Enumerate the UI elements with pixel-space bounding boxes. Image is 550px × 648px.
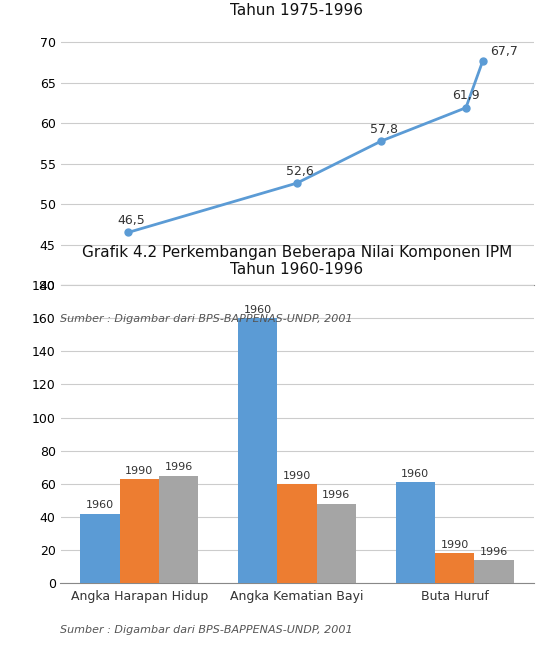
Text: 1960: 1960 [401,469,430,479]
Bar [435,553,474,583]
Bar [317,503,356,583]
Bar [238,318,277,583]
Title: Grafik 4.1 Perkembangan Nilai IPM Indonesia
Tahun 1975-1996: Grafik 4.1 Perkembangan Nilai IPM Indone… [125,0,469,17]
Bar [119,479,159,583]
Bar [395,482,435,583]
Text: 52,6: 52,6 [286,165,313,178]
Bar [474,560,514,583]
Text: 1990: 1990 [125,465,153,476]
Text: 1960: 1960 [86,500,114,511]
Text: 57,8: 57,8 [370,122,398,135]
Text: Sumber : Digambar dari BPS-BAPPENAS-UNDP, 2001: Sumber : Digambar dari BPS-BAPPENAS-UNDP… [60,314,353,324]
Text: 61,9: 61,9 [452,89,480,102]
Bar [159,476,199,583]
Text: 1996: 1996 [480,547,508,557]
Text: 67,7: 67,7 [490,45,518,58]
Text: Sumber : Digambar dari BPS-BAPPENAS-UNDP, 2001: Sumber : Digambar dari BPS-BAPPENAS-UNDP… [60,625,353,635]
Title: Grafik 4.2 Perkembangan Beberapa Nilai Komponen IPM
Tahun 1960-1996: Grafik 4.2 Perkembangan Beberapa Nilai K… [82,244,512,277]
Text: 1996: 1996 [322,491,350,500]
Bar [80,514,119,583]
Bar [277,484,317,583]
Text: 46,5: 46,5 [117,214,145,227]
Text: 1990: 1990 [283,470,311,481]
Text: 1996: 1996 [164,462,193,472]
Text: 1990: 1990 [441,540,469,550]
Text: 1960: 1960 [244,305,272,315]
